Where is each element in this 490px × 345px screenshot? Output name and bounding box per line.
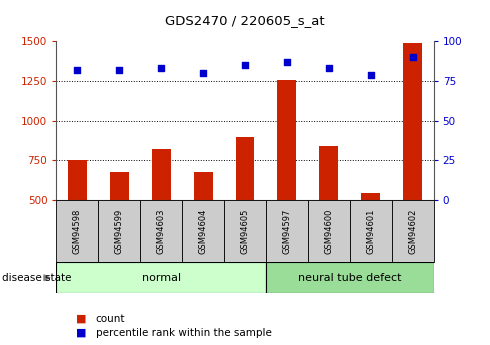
Bar: [403, 43, 422, 200]
Bar: [266, 262, 434, 293]
Bar: [236, 137, 254, 200]
Point: [115, 67, 123, 73]
Bar: [110, 172, 129, 200]
Text: GSM94604: GSM94604: [198, 208, 208, 254]
Point: [367, 72, 375, 78]
Bar: [361, 193, 380, 200]
Bar: [319, 146, 338, 200]
Bar: [182, 200, 224, 262]
Point: [283, 59, 291, 65]
Text: neural tube defect: neural tube defect: [298, 273, 402, 283]
Bar: [98, 200, 140, 262]
Point: [325, 66, 333, 71]
Text: GSM94601: GSM94601: [366, 208, 375, 254]
Point: [157, 66, 165, 71]
Text: GSM94598: GSM94598: [73, 208, 82, 254]
Bar: [194, 172, 213, 200]
Bar: [152, 149, 171, 200]
Text: ■: ■: [76, 314, 86, 324]
Point: [409, 55, 416, 60]
Bar: [277, 80, 296, 200]
Bar: [350, 200, 392, 262]
Text: percentile rank within the sample: percentile rank within the sample: [96, 328, 271, 338]
Point: [241, 62, 249, 68]
Text: normal: normal: [142, 273, 181, 283]
Bar: [266, 200, 308, 262]
Text: disease state: disease state: [2, 273, 72, 283]
Point: [199, 70, 207, 76]
Text: GDS2470 / 220605_s_at: GDS2470 / 220605_s_at: [165, 14, 325, 27]
Bar: [68, 160, 87, 200]
Bar: [224, 200, 266, 262]
Text: GSM94600: GSM94600: [324, 208, 333, 254]
Text: GSM94602: GSM94602: [408, 208, 417, 254]
Text: GSM94605: GSM94605: [241, 208, 249, 254]
Text: GSM94603: GSM94603: [157, 208, 166, 254]
Bar: [140, 200, 182, 262]
Point: [74, 67, 81, 73]
Text: GSM94599: GSM94599: [115, 208, 124, 254]
Bar: [56, 262, 266, 293]
Bar: [308, 200, 350, 262]
Text: GSM94597: GSM94597: [282, 208, 292, 254]
Bar: [392, 200, 434, 262]
Text: ■: ■: [76, 328, 86, 338]
Bar: [56, 200, 98, 262]
Text: count: count: [96, 314, 125, 324]
